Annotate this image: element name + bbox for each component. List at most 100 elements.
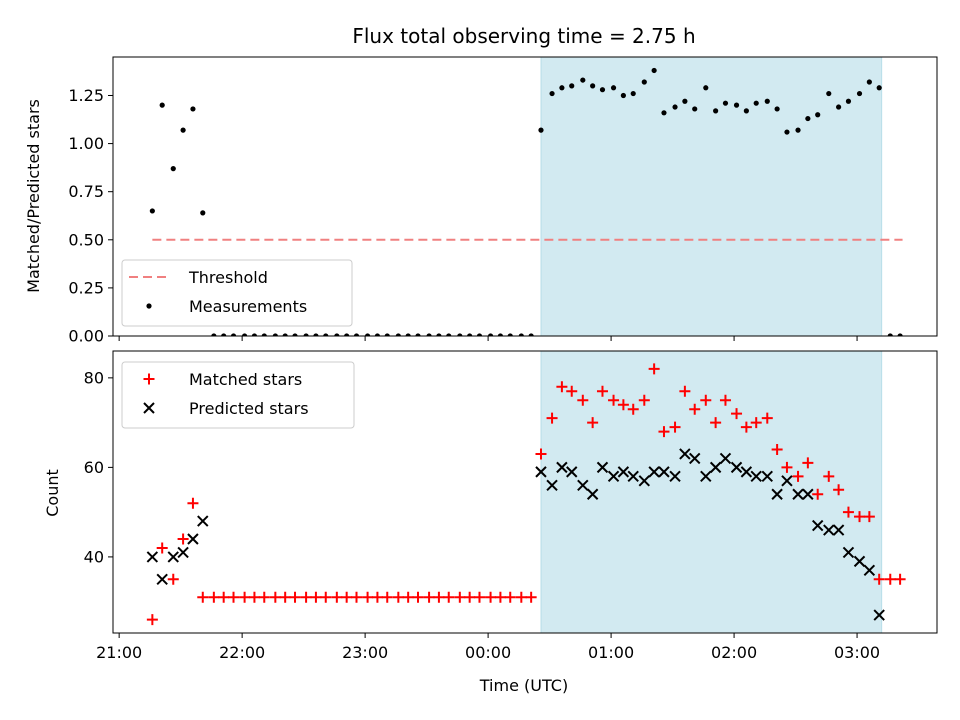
bottom-y-tick-label: 40	[84, 547, 104, 566]
measurement-point	[467, 333, 473, 336]
matched-star-point	[494, 591, 506, 603]
matched-star-point	[402, 591, 414, 603]
matched-star-point	[208, 591, 220, 603]
matched-star-point	[710, 417, 722, 429]
legend-matched-swatch	[143, 373, 155, 385]
matched-star-point	[525, 591, 537, 603]
matched-star-point	[504, 591, 516, 603]
measurement-point	[826, 90, 832, 97]
measurement-point	[559, 85, 565, 91]
predicted-star-point	[679, 448, 691, 460]
measurement-point	[866, 79, 872, 85]
measurement-point	[457, 333, 463, 336]
predicted-star-point	[719, 452, 732, 465]
predicted-star-point	[669, 470, 681, 483]
top-legend: Threshold Measurements	[121, 259, 353, 327]
predicted-star-point	[187, 533, 199, 545]
predicted-star-point	[648, 466, 660, 478]
predicted-star-point	[535, 466, 547, 478]
predicted-star-point	[740, 466, 753, 478]
top-plot-area	[149, 57, 903, 336]
measurement-point	[395, 333, 401, 336]
matched-star-point	[300, 591, 312, 603]
x-tick-label: 21:00	[96, 643, 142, 662]
measurement-point	[795, 127, 801, 133]
bottom-observing-span	[540, 351, 883, 633]
predicted-star-point	[823, 524, 835, 536]
predicted-star-point	[638, 475, 651, 487]
matched-star-point	[577, 394, 589, 406]
measurement-point	[784, 129, 790, 135]
x-tick-label: 00:00	[465, 643, 511, 662]
bottom-axes-frame	[112, 350, 938, 634]
measurement-point	[743, 108, 749, 114]
matched-star-point	[197, 591, 209, 603]
legend-label: Measurements	[189, 297, 307, 316]
ratio-panel: 0.00 0.25 0.50 0.75 1.00 1.25 Threshold Measure…	[68, 56, 938, 346]
measurement-point	[836, 104, 842, 110]
legend-label: Threshold	[188, 268, 268, 287]
measurement-point	[651, 67, 657, 74]
matched-star-point	[894, 573, 906, 585]
top-y-tick-label: 0.25	[68, 278, 104, 297]
predicted-star-point	[761, 470, 773, 483]
matched-star-point	[454, 591, 466, 603]
top-y-tick-label: 1.00	[68, 134, 104, 153]
measurement-point	[692, 106, 698, 112]
matched-star-point	[863, 511, 875, 523]
top-y-axis-label: Matched/Predicted stars	[24, 99, 43, 293]
matched-star-point	[546, 412, 558, 424]
predicted-star-point	[197, 515, 209, 527]
measurement-point	[344, 333, 350, 336]
predicted-star-point	[596, 461, 609, 474]
measurement-point	[856, 90, 863, 97]
predicted-star-point	[842, 546, 855, 559]
measurement-point	[170, 166, 176, 172]
predicted-star-point	[658, 466, 670, 478]
predicted-star-point	[566, 466, 578, 478]
measurement-point	[221, 333, 227, 336]
predicted-star-point	[556, 461, 568, 474]
measurement-point	[753, 100, 759, 106]
matched-star-point	[802, 457, 814, 469]
measurement-point	[476, 333, 483, 336]
matched-star-point	[443, 591, 455, 603]
bottom-series-0	[146, 363, 906, 626]
measurement-point	[190, 106, 196, 112]
matched-star-point	[310, 591, 322, 603]
matched-star-point	[433, 591, 445, 603]
matched-star-point	[258, 591, 270, 603]
measurement-point	[703, 85, 709, 91]
matched-star-point	[873, 573, 885, 585]
predicted-star-point	[730, 461, 743, 474]
predicted-star-point	[167, 551, 179, 563]
matched-star-point	[761, 412, 773, 424]
measurement-point	[722, 100, 729, 106]
top-y-tick-label: 0.75	[68, 182, 104, 201]
measurement-point	[261, 333, 267, 336]
matched-star-point	[362, 591, 374, 603]
matched-star-point	[648, 363, 660, 375]
matched-star-point	[842, 506, 854, 518]
legend-frame	[121, 361, 355, 429]
measurement-point	[774, 106, 780, 112]
matched-star-point	[792, 470, 804, 482]
measurement-point	[590, 83, 596, 89]
predicted-star-point	[792, 488, 804, 500]
predicted-star-point	[586, 488, 599, 500]
measurement-point	[661, 110, 667, 116]
measurement-point	[384, 333, 390, 336]
matched-star-point	[381, 591, 393, 603]
bottom-series-1	[146, 448, 885, 621]
x-tick-label: 23:00	[342, 643, 388, 662]
matched-star-point	[700, 394, 712, 406]
measurement-point	[497, 333, 504, 336]
matched-star-point	[351, 591, 363, 603]
measurement-point	[230, 333, 237, 336]
measurement-point	[334, 333, 340, 336]
measurement-point	[528, 333, 534, 336]
measurement-point	[323, 333, 329, 336]
matched-star-point	[289, 591, 301, 603]
measurement-point	[487, 333, 494, 336]
measurement-point	[313, 333, 319, 336]
